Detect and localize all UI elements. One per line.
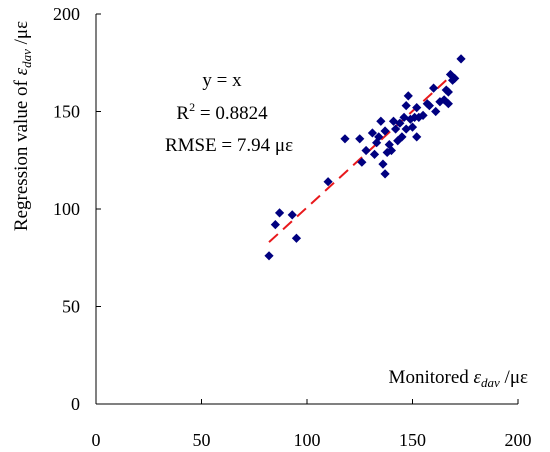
data-point (456, 54, 466, 64)
x-axis-ticks: 0 50 100 150 200 (92, 399, 532, 450)
data-point (424, 101, 434, 111)
data-point (429, 83, 439, 93)
y-tick-label: 100 (53, 199, 80, 219)
y-tick-label: 0 (71, 394, 80, 414)
data-point (391, 124, 401, 134)
data-point (357, 157, 367, 167)
y-tick-label: 150 (53, 102, 80, 122)
rmse-label: RMSE = 7.94 με (165, 135, 293, 156)
data-point (264, 251, 274, 261)
x-tick-label: 0 (92, 430, 101, 450)
data-point (450, 73, 460, 83)
data-point (443, 87, 453, 97)
data-point (397, 132, 407, 142)
data-point (361, 145, 371, 156)
data-point (355, 134, 365, 144)
x-tick-label: 100 (294, 430, 321, 450)
data-point (412, 132, 422, 142)
data-point (431, 106, 441, 117)
data-point (403, 91, 413, 101)
data-points (264, 54, 466, 261)
y-axis-title: Regression value of εdav /με (11, 21, 34, 231)
x-tick-label: 150 (399, 430, 426, 450)
data-point (380, 126, 390, 136)
data-point (384, 140, 394, 150)
y-tick-label: 200 (53, 4, 80, 24)
y-tick-label: 50 (62, 297, 80, 317)
plot-frame (95, 14, 518, 405)
data-point (439, 95, 449, 105)
regression-fit-line (268, 75, 452, 243)
data-point (291, 233, 302, 243)
data-point (418, 110, 428, 120)
data-point (380, 169, 390, 179)
x-tick-label: 200 (505, 430, 532, 450)
data-point (376, 116, 386, 126)
data-point (323, 177, 333, 187)
data-point (386, 145, 396, 156)
x-tick-label: 50 (193, 430, 211, 450)
data-point (374, 132, 384, 142)
y-axis-ticks: 0 50 100 150 200 (53, 4, 101, 414)
data-point (395, 118, 405, 128)
data-point (270, 220, 280, 230)
data-point (414, 112, 424, 122)
equation-label: y = x (202, 70, 242, 91)
x-axis-title: Monitored εdav /με (389, 367, 528, 390)
data-point (274, 208, 285, 218)
r-squared-label: R2 = 0.8824 (176, 100, 268, 124)
data-point (340, 134, 350, 144)
data-point (369, 149, 380, 159)
data-point (407, 122, 418, 132)
data-point (388, 116, 399, 126)
data-point (443, 99, 453, 109)
data-point (412, 103, 422, 113)
data-point (287, 210, 297, 220)
data-point (367, 128, 378, 138)
data-point (378, 159, 388, 169)
data-point (401, 101, 411, 111)
